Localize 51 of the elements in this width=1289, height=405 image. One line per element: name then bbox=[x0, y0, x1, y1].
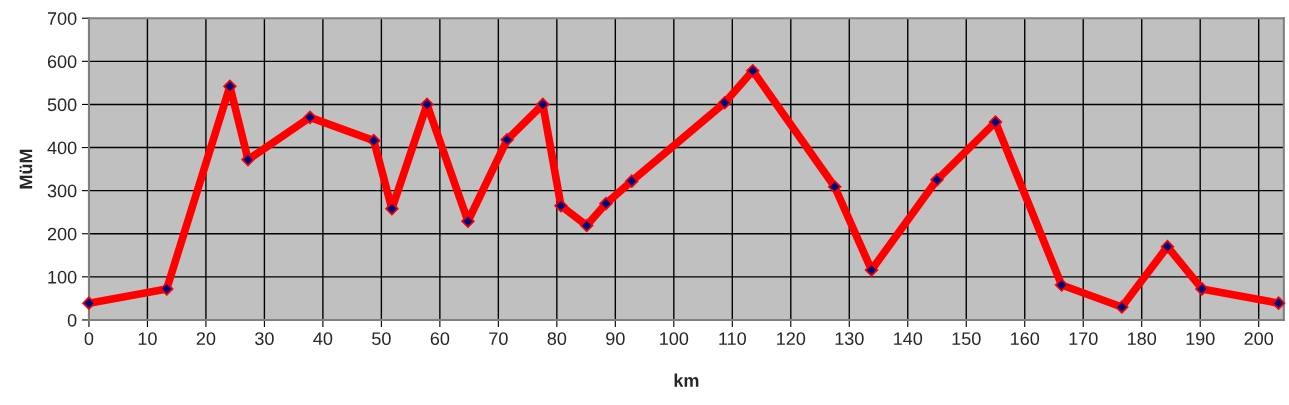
point bbox=[746, 64, 760, 78]
x-tick-label: 20 bbox=[196, 332, 216, 346]
x-tick-label: 200 bbox=[1244, 332, 1274, 346]
x-tick-label: 100 bbox=[660, 332, 689, 346]
point bbox=[930, 173, 944, 187]
y-tick-label: 500 bbox=[47, 98, 77, 112]
x-tick-label: 90 bbox=[606, 332, 625, 346]
x-tick-label: 30 bbox=[255, 332, 274, 346]
y-tick-label: 700 bbox=[47, 12, 77, 25]
point bbox=[160, 282, 174, 296]
point bbox=[717, 95, 732, 110]
x-tick-label: 0 bbox=[84, 332, 94, 346]
x-tick-label: 50 bbox=[372, 332, 391, 346]
x-tick-label: 150 bbox=[952, 332, 981, 346]
point bbox=[367, 133, 381, 148]
y-tick-label: 600 bbox=[47, 55, 77, 69]
point bbox=[303, 110, 317, 125]
x-tick-label: 60 bbox=[430, 332, 450, 346]
x-tick-label: 80 bbox=[547, 332, 567, 346]
point bbox=[1054, 278, 1069, 292]
y-tick-label: 300 bbox=[47, 184, 77, 198]
y-tick-label: 100 bbox=[48, 270, 77, 284]
point bbox=[579, 218, 594, 233]
x-tick-label: 180 bbox=[1128, 332, 1157, 346]
point bbox=[988, 115, 1003, 129]
y-tick-label: 0 bbox=[67, 313, 77, 327]
x-axis-title: km bbox=[674, 373, 699, 387]
point bbox=[385, 202, 399, 216]
x-tick-label: 140 bbox=[894, 332, 923, 346]
point bbox=[500, 133, 514, 147]
point bbox=[827, 180, 842, 194]
point bbox=[1115, 300, 1129, 314]
point bbox=[1195, 282, 1209, 296]
x-tick-label: 160 bbox=[1011, 332, 1040, 346]
point bbox=[864, 263, 879, 277]
x-tick-label: 110 bbox=[719, 332, 746, 346]
x-tick-label: 120 bbox=[777, 332, 806, 346]
x-tick-label: 40 bbox=[313, 332, 333, 346]
point bbox=[599, 196, 613, 211]
x-tick-label: 70 bbox=[489, 332, 508, 346]
y-tick-label: 400 bbox=[47, 141, 77, 155]
y-tick-label: 200 bbox=[47, 227, 77, 241]
point bbox=[461, 214, 475, 228]
x-tick-label: 190 bbox=[1186, 332, 1215, 346]
x-tick-label: 10 bbox=[138, 332, 157, 346]
y-axis-title: MüM bbox=[19, 149, 33, 189]
point bbox=[82, 296, 96, 310]
x-tick-label: 130 bbox=[835, 332, 864, 346]
point bbox=[624, 174, 639, 188]
point bbox=[1160, 239, 1175, 254]
x-tick-label: 170 bbox=[1069, 332, 1098, 346]
